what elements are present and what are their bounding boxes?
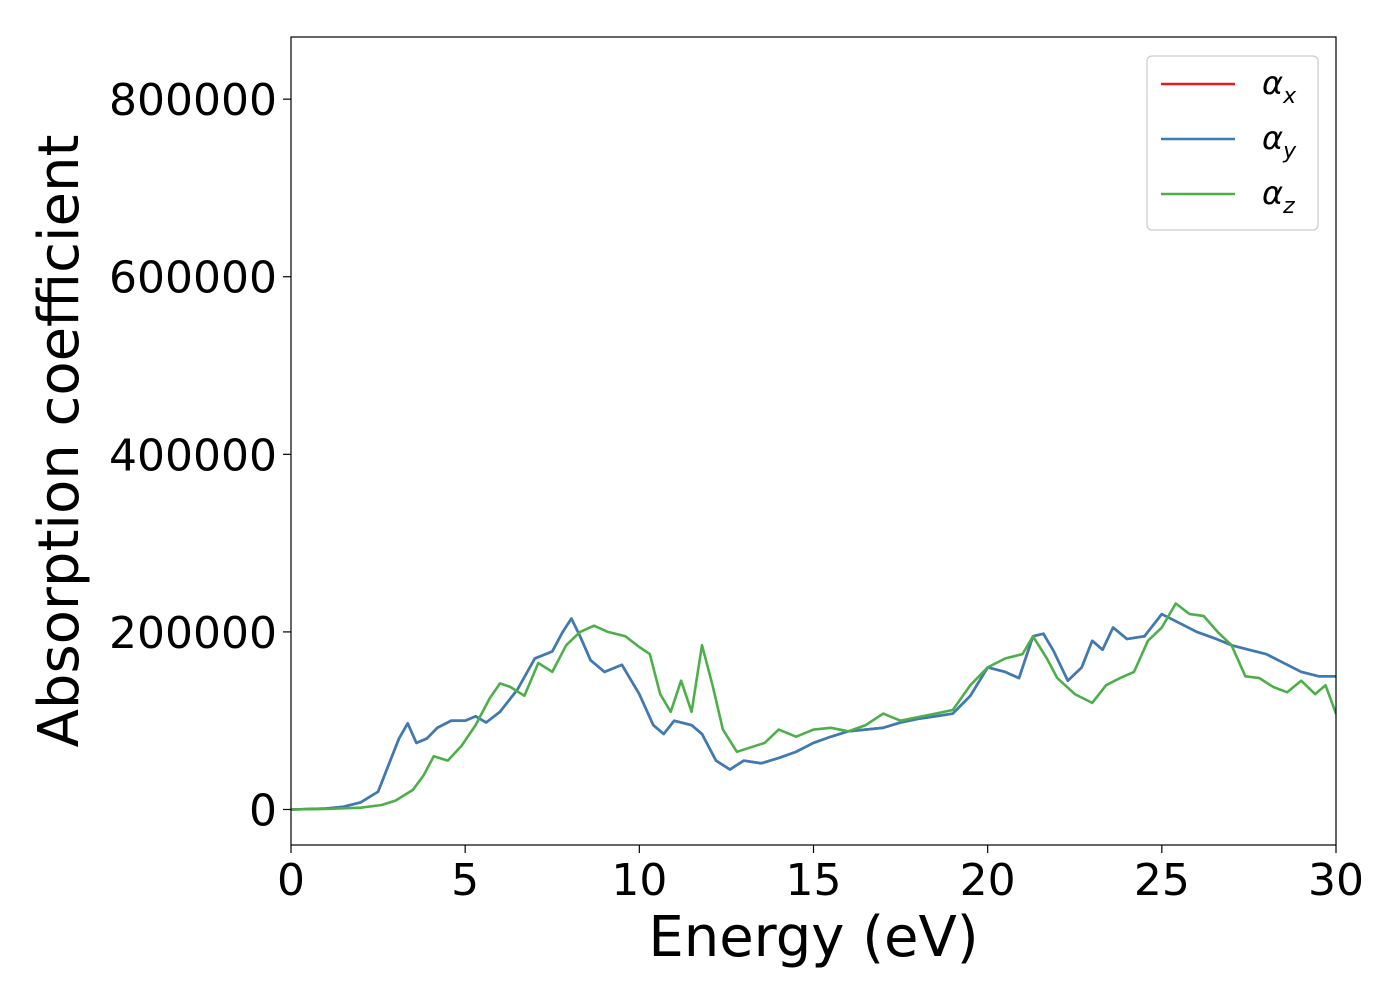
legend-item-x: αx: [1161, 64, 1297, 109]
y-axis-label: Absorption coefficient: [27, 135, 92, 748]
y-axis: 0 200000 400000 600000 800000: [109, 75, 291, 836]
x-tick-label: 15: [786, 855, 842, 906]
legend-item-y: αy: [1161, 119, 1297, 164]
x-tick-label: 25: [1134, 855, 1190, 906]
x-tick-label: 5: [451, 855, 479, 906]
legend: αx αy αz: [1146, 55, 1319, 231]
x-axis-label: Energy (eV): [648, 905, 978, 970]
x-tick-label: 30: [1308, 855, 1364, 906]
x-tick-label: 0: [277, 855, 305, 906]
y-tick-label: 800000: [109, 75, 277, 126]
y-tick-label: 600000: [109, 253, 277, 304]
legend-label: αy: [1262, 119, 1297, 164]
y-tick-label: 400000: [109, 430, 277, 481]
series-line-y: [291, 612, 1336, 811]
plot-area: [291, 602, 1336, 811]
x-tick-label: 20: [960, 855, 1016, 906]
x-axis: 0 5 10 15 20 25 30: [277, 845, 1364, 906]
legend-label: αx: [1262, 64, 1297, 109]
x-tick-label: 10: [611, 855, 667, 906]
series-line-z: [291, 602, 1336, 811]
y-tick-label: 0: [249, 785, 277, 836]
y-tick-label: 200000: [109, 608, 277, 659]
series-line-x: [291, 612, 1336, 811]
legend-label: αz: [1262, 174, 1295, 219]
legend-item-z: αz: [1161, 174, 1295, 219]
legend-box: [1146, 55, 1319, 231]
